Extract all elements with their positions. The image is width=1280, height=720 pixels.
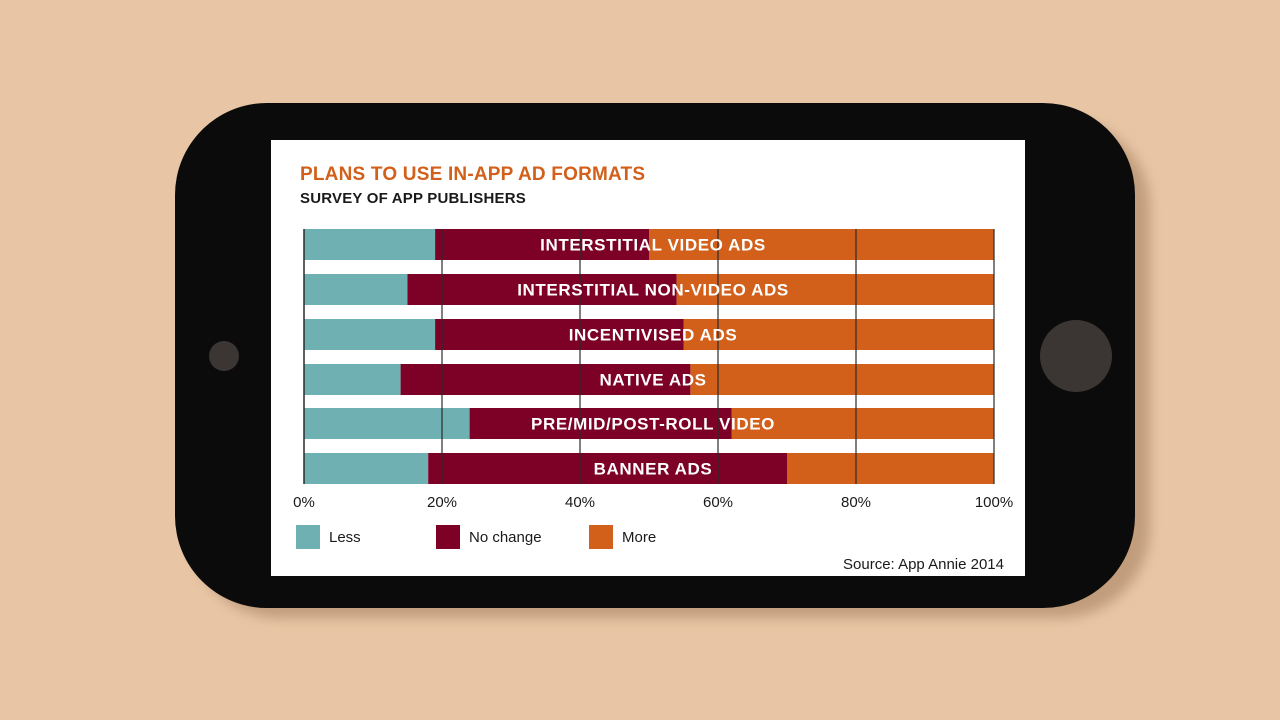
category-label-pre-mid-post-roll-video: PRE/MID/POST-ROLL VIDEO [531,415,775,434]
bar-less-interstitial-non-video-ads [304,274,408,305]
legend-swatch-no-change [436,525,460,549]
chart-panel: PLANS TO USE IN-APP AD FORMATS SURVEY OF… [271,140,1025,576]
bar-less-native-ads [304,364,401,395]
bar-more-banner-ads [787,453,994,484]
bar-no-change-incentivised-ads [435,319,684,350]
legend-item-more: More [589,524,656,550]
legend-label-more: More [622,528,657,546]
category-label-incentivised-ads: INCENTIVISED ADS [569,326,738,345]
bar-no-change-native-ads [400,364,691,395]
legend-label-less: Less [329,528,361,546]
bar-more-interstitial-non-video-ads [676,274,994,305]
legend-item-no-change: No change [436,524,542,550]
legend-label-no-change: No change [469,528,542,546]
chart-source: Source: App Annie 2014 [843,556,1004,573]
bar-more-native-ads [690,364,994,395]
chart-subtitle: SURVEY OF APP PUBLISHERS [300,190,526,207]
category-label-banner-ads: BANNER ADS [594,460,713,479]
category-label-native-ads: NATIVE ADS [599,371,706,390]
bar-less-incentivised-ads [304,319,436,350]
bar-more-incentivised-ads [683,319,994,350]
bar-more-pre-mid-post-roll-video [731,408,994,439]
x-tick-label-80: 80% [841,494,871,511]
legend-swatch-more [589,525,613,549]
phone-camera [209,341,239,371]
bar-no-change-pre-mid-post-roll-video [469,408,732,439]
x-tick-label-60: 60% [703,494,733,511]
chart-title: PLANS TO USE IN-APP AD FORMATS [300,164,646,185]
bar-more-interstitial-video-ads [649,229,994,260]
legend-swatch-less [296,525,320,549]
bar-no-change-interstitial-non-video-ads [407,274,677,305]
category-label-interstitial-video-ads: INTERSTITIAL VIDEO ADS [540,236,766,255]
phone-home-button [1040,320,1112,392]
bar-no-change-interstitial-video-ads [435,229,649,260]
bar-no-change-banner-ads [428,453,787,484]
bar-less-pre-mid-post-roll-video [304,408,470,439]
bar-less-banner-ads [304,453,429,484]
x-tick-label-100: 100% [975,494,1013,511]
x-tick-label-40: 40% [565,494,595,511]
x-tick-label-0: 0% [293,494,315,511]
category-label-interstitial-non-video-ads: INTERSTITIAL NON-VIDEO ADS [517,281,789,300]
x-tick-label-20: 20% [427,494,457,511]
legend-item-less: Less [296,524,361,550]
bar-less-interstitial-video-ads [304,229,436,260]
stacked-bar-chart: 0% 20% 40% 60% 80% 100% INTERSTITIAL VIDEO ADS… [293,229,1013,511]
